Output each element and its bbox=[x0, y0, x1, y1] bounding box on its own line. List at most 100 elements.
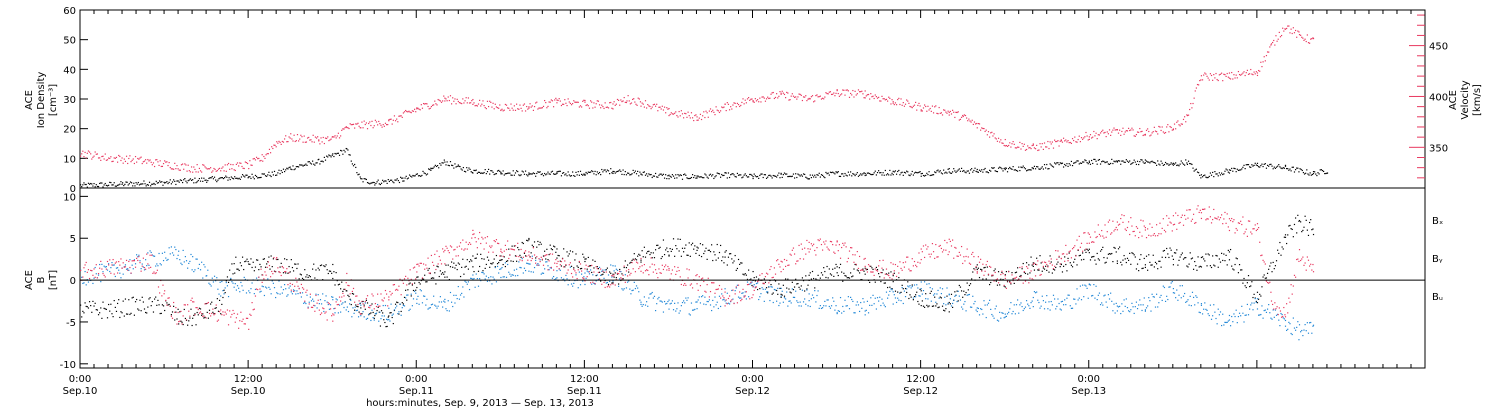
top-series-1-point bbox=[1034, 148, 1037, 150]
top-series-0-point bbox=[342, 153, 344, 155]
bottom-series-Bz-point bbox=[207, 301, 209, 304]
bottom-series-By-point bbox=[1077, 299, 1079, 301]
top-series-0-point bbox=[1043, 164, 1046, 166]
bottom-series-By-point bbox=[379, 311, 381, 313]
bottom-series-By-point bbox=[987, 302, 990, 304]
bottom-series-By-point bbox=[127, 268, 129, 270]
bottom-series-Bx-point bbox=[995, 280, 997, 282]
bottom-series-Bx-point bbox=[1125, 261, 1127, 264]
bottom-series-By-point bbox=[281, 292, 283, 294]
bottom-series-Bx-point bbox=[1046, 269, 1048, 272]
top-series-1-point bbox=[820, 98, 823, 100]
bottom-series-Bx-point bbox=[334, 284, 336, 286]
bottom-series-Bx-point bbox=[1297, 214, 1299, 216]
bottom-series-Bx-point bbox=[1304, 215, 1306, 217]
bottom-series-Bx-point bbox=[646, 252, 648, 254]
top-series-1-point bbox=[647, 103, 649, 106]
bottom-series-By-point bbox=[490, 276, 492, 278]
top-series-1-point bbox=[499, 104, 501, 106]
top-series-0-point bbox=[1028, 169, 1030, 171]
bottom-series-Bx-point bbox=[652, 252, 654, 254]
top-series-1-point bbox=[259, 160, 261, 162]
top-series-1-point bbox=[782, 92, 784, 94]
bottom-series-By-point bbox=[278, 280, 280, 282]
top-series-0-point bbox=[813, 176, 815, 178]
bottom-series-By-point bbox=[528, 270, 530, 272]
top-series-0-point bbox=[495, 173, 498, 175]
top-series-0-point bbox=[187, 180, 189, 182]
bottom-series-Bx-point bbox=[96, 309, 99, 311]
bottom-series-Bx-point bbox=[1133, 254, 1135, 256]
top-series-0-point bbox=[326, 155, 328, 157]
top-series-0-point bbox=[855, 173, 857, 175]
top-series-0-point bbox=[1015, 169, 1018, 172]
top-series-1-point bbox=[211, 171, 213, 173]
top-series-1-point bbox=[1198, 84, 1200, 86]
bottom-series-Bx-point bbox=[510, 260, 512, 262]
top-series-0-point bbox=[675, 174, 677, 176]
top-series-0-point bbox=[838, 175, 841, 177]
top-series-1-point bbox=[189, 171, 192, 173]
bottom-series-By-point bbox=[920, 281, 922, 283]
top-series-1-point bbox=[815, 94, 817, 97]
top-series-0-point bbox=[597, 173, 600, 175]
bottom-series-By-point bbox=[139, 260, 141, 262]
top-series-1-point bbox=[435, 103, 437, 105]
bottom-series-Bx-point bbox=[994, 268, 996, 270]
bottom-series-Bz-point bbox=[198, 312, 201, 314]
x-axis-ticks: 0:00Sep.1012:00Sep.100:00Sep.1112:00Sep.… bbox=[63, 10, 1426, 397]
top-series-0-point bbox=[189, 178, 192, 180]
bottom-series-Bx-point bbox=[1242, 282, 1244, 284]
top-series-1-point bbox=[721, 106, 723, 108]
top-series-0-point bbox=[577, 171, 579, 173]
top-series-0-point bbox=[502, 170, 504, 172]
bottom-series-Bx-point bbox=[517, 246, 519, 249]
bottom-series-By-point bbox=[1281, 313, 1283, 316]
bottom-series-Bx-point bbox=[601, 274, 603, 276]
bottom-series-Bx-point bbox=[161, 304, 164, 306]
bottom-series-By-point bbox=[430, 304, 433, 306]
top-series-0-point bbox=[102, 186, 104, 188]
bottom-series-Bx-point bbox=[612, 282, 614, 284]
bottom-series-Bx-point bbox=[1243, 277, 1245, 280]
bottom-series-By-point bbox=[382, 304, 384, 307]
top-series-0-point bbox=[460, 168, 462, 170]
bottom-series-Bz-point bbox=[85, 261, 87, 264]
top-series-1-point bbox=[1279, 36, 1282, 38]
bottom-series-Bx-point bbox=[691, 242, 694, 244]
top-series-1-point bbox=[232, 164, 234, 166]
top-series-1-point bbox=[223, 170, 225, 172]
bottom-series-By-point bbox=[1175, 297, 1177, 299]
bottom-series-Bx-point bbox=[296, 267, 298, 270]
bottom-series-By-point bbox=[800, 305, 802, 307]
top-series-1-point bbox=[1252, 74, 1254, 76]
top-series-1-point bbox=[447, 96, 449, 98]
top-series-1-point bbox=[1179, 125, 1181, 127]
bottom-series-By-point bbox=[780, 295, 782, 297]
bottom-series-By-point bbox=[103, 265, 105, 267]
top-series-1-point bbox=[1012, 141, 1014, 143]
top-series-0-point bbox=[973, 169, 975, 172]
bottom-series-Bx-point bbox=[414, 282, 416, 284]
top-series-1-point bbox=[241, 165, 243, 168]
top-series-0-point bbox=[363, 178, 365, 180]
bottom-series-By-point bbox=[448, 310, 450, 312]
top-series-1-point bbox=[466, 102, 468, 104]
bottom-series-By-point bbox=[666, 302, 668, 305]
bottom-series-Bx-point bbox=[874, 281, 876, 283]
bottom-series-Bx-point bbox=[1076, 264, 1078, 266]
bottom-series-By-point bbox=[431, 303, 434, 305]
bottom-series-By-point bbox=[147, 252, 149, 254]
bottom-series-By-point bbox=[671, 300, 673, 302]
bottom-series-Bx-point bbox=[972, 271, 974, 273]
bottom-series-By-point bbox=[171, 252, 174, 254]
top-series-0-point bbox=[456, 165, 458, 168]
bottom-series-By-point bbox=[457, 285, 459, 288]
top-series-0-point bbox=[196, 181, 198, 183]
top-series-0-point bbox=[126, 181, 128, 183]
top-series-1-point bbox=[846, 89, 848, 91]
top-series-1-point bbox=[707, 116, 709, 118]
bottom-series-Bx-point bbox=[651, 257, 653, 259]
bottom-series-Bx-point bbox=[226, 276, 229, 278]
bottom-series-By-point bbox=[1079, 285, 1081, 287]
